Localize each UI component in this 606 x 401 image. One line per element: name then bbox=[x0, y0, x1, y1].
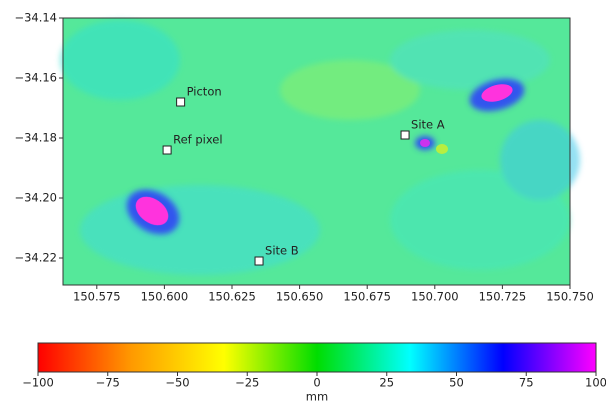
colorbar-tick-label: 0 bbox=[313, 376, 320, 390]
colorbar-tick-label: 75 bbox=[519, 376, 534, 390]
x-tick-label: 150.625 bbox=[208, 290, 256, 304]
colorbar bbox=[38, 343, 596, 372]
x-tick-label: 150.700 bbox=[411, 290, 459, 304]
colorbar-tick-label: −25 bbox=[235, 376, 259, 390]
colorbar-tick-label: −75 bbox=[96, 376, 120, 390]
site-label: Picton bbox=[187, 85, 222, 99]
y-tick-label: −34.20 bbox=[14, 191, 57, 205]
map-figure: mm 150.575 150.600 150.625 150.650 150.675 15… bbox=[0, 0, 606, 401]
y-tick-label: −34.16 bbox=[14, 71, 57, 85]
site-label: Site B bbox=[265, 244, 299, 258]
y-tick-label: −34.14 bbox=[14, 11, 57, 25]
y-tick-label: −34.18 bbox=[14, 131, 57, 145]
site-marker bbox=[401, 131, 409, 139]
colorbar-label: mm bbox=[306, 390, 328, 401]
colorbar-tick-label: 25 bbox=[379, 376, 394, 390]
y-tick-label: −34.22 bbox=[14, 251, 57, 265]
x-tick-label: 150.600 bbox=[141, 290, 189, 304]
colorbar-tick-label: 50 bbox=[449, 376, 464, 390]
site-marker bbox=[255, 257, 263, 265]
colorbar-tick-label: −100 bbox=[22, 376, 54, 390]
site-marker bbox=[177, 98, 185, 106]
x-tick-label: 150.750 bbox=[546, 290, 594, 304]
raster bbox=[60, 18, 580, 285]
x-tick-label: 150.650 bbox=[276, 290, 324, 304]
x-tick-label: 150.725 bbox=[479, 290, 527, 304]
site-marker bbox=[163, 146, 171, 154]
x-tick-label: 150.575 bbox=[73, 290, 121, 304]
x-tick-label: 150.675 bbox=[343, 290, 391, 304]
site-label: Ref pixel bbox=[173, 133, 222, 147]
colorbar-tick-label: −50 bbox=[165, 376, 189, 390]
site-label: Site A bbox=[411, 118, 445, 132]
colorbar-tick-label: 100 bbox=[585, 376, 606, 390]
